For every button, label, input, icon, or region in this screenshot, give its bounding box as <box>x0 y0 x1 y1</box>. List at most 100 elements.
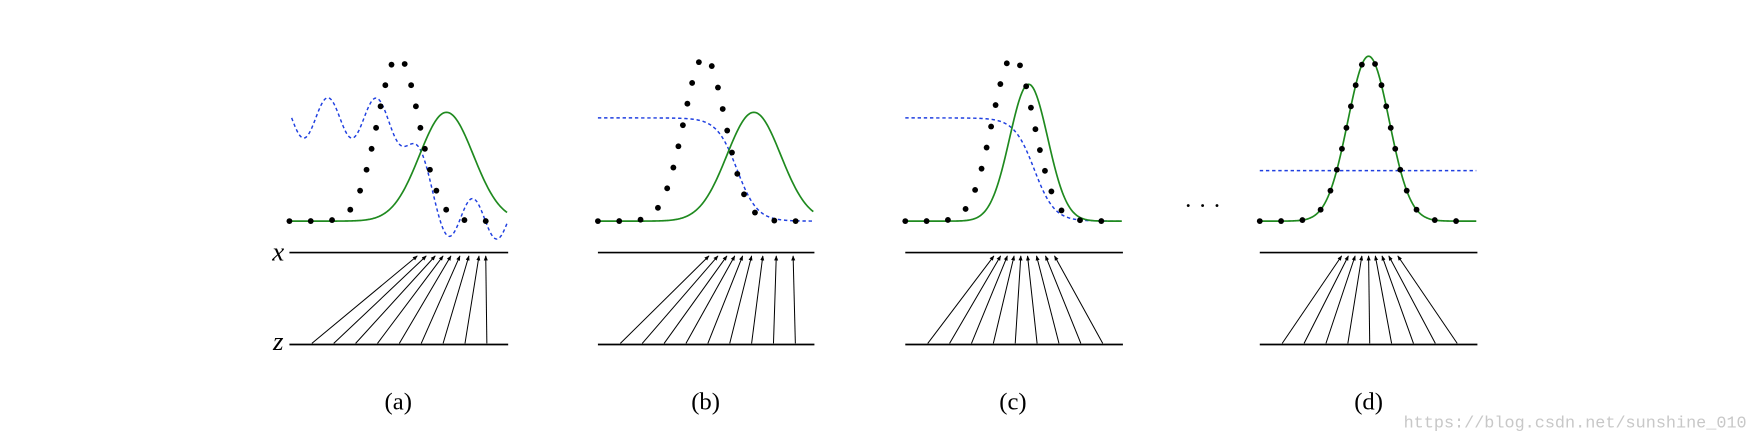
data-dot <box>347 206 354 213</box>
data-dot <box>417 124 424 131</box>
mapping-arrow <box>1014 255 1023 344</box>
z-label: z <box>272 326 284 356</box>
data-dot <box>637 216 644 223</box>
data-dot <box>792 218 799 225</box>
mapping-arrow <box>1381 255 1414 344</box>
data-dot <box>388 61 395 68</box>
data-dot <box>988 123 995 130</box>
generator-curve <box>905 83 1122 222</box>
mapping-arrow <box>772 255 779 344</box>
data-dot <box>1431 217 1438 224</box>
mapping-arrow <box>927 255 995 344</box>
data-dot <box>421 145 428 152</box>
generator-curve <box>1259 55 1477 222</box>
data-dot <box>675 143 682 150</box>
caption: (d) <box>1354 389 1383 416</box>
data-dot <box>962 206 969 212</box>
mapping-arrow <box>442 255 470 344</box>
mapping-arrow <box>751 255 765 344</box>
data-dot <box>1333 166 1340 173</box>
data-dot <box>1392 145 1399 152</box>
mapping-arrow <box>355 255 436 344</box>
data-dot <box>708 63 715 70</box>
data-dot <box>412 103 419 110</box>
mapping-arrow <box>311 255 418 344</box>
data-dot <box>1077 217 1083 224</box>
discriminator-curve <box>905 117 1122 222</box>
data-dot <box>670 164 677 171</box>
data-dot <box>741 191 747 198</box>
generator-curve <box>597 111 814 222</box>
data-dot <box>684 100 691 107</box>
data-dot <box>1003 60 1010 67</box>
mapping-arrow <box>992 255 1016 344</box>
caption: (c) <box>999 389 1026 416</box>
data-dot <box>1048 188 1055 195</box>
data-dot <box>1453 218 1460 225</box>
data-dot <box>401 61 408 67</box>
caption: (b) <box>691 389 720 416</box>
mapping-arrow <box>791 255 796 344</box>
data-dot <box>1352 82 1359 89</box>
data-dot <box>1387 124 1394 131</box>
data-dot <box>1256 218 1263 225</box>
mapping-arrow <box>1347 255 1364 344</box>
data-dot <box>724 127 731 134</box>
data-dot <box>1042 167 1048 174</box>
discriminator-curve <box>597 117 814 222</box>
mapping-arrow <box>377 255 444 344</box>
data-dot <box>329 217 335 224</box>
mapping-arrow <box>398 255 452 344</box>
data-dot <box>1098 218 1105 225</box>
data-dot <box>1358 61 1365 68</box>
data-dot <box>664 185 671 192</box>
data-dot <box>734 170 741 177</box>
data-dot <box>1017 62 1023 69</box>
mapping-arrow <box>971 255 1008 344</box>
mapping-arrow <box>707 255 744 344</box>
mapping-arrow <box>333 255 427 344</box>
data-dot <box>752 209 758 216</box>
data-dot <box>945 216 951 223</box>
data-dot <box>433 187 440 194</box>
data-dot <box>286 218 293 225</box>
data-dot <box>1383 103 1390 110</box>
data-dot <box>382 82 389 89</box>
data-dot <box>1378 82 1385 89</box>
data-dot <box>1327 187 1334 194</box>
data-dot <box>1348 103 1354 110</box>
mapping-arrow <box>1054 255 1104 344</box>
data-dot <box>923 218 930 225</box>
data-dot <box>408 82 415 89</box>
data-dot <box>1372 61 1378 67</box>
data-dot <box>373 124 379 131</box>
data-dot <box>978 165 985 172</box>
x-label: x <box>271 236 284 266</box>
mapping-arrow <box>949 255 1002 344</box>
mapping-arrow <box>1325 255 1356 344</box>
data-dot <box>983 144 990 151</box>
data-dot <box>695 59 702 66</box>
data-dot <box>1339 145 1345 152</box>
mapping-arrow <box>1026 255 1038 344</box>
data-dot <box>997 81 1004 87</box>
data-dot <box>902 218 909 225</box>
mapping-arrow <box>464 255 481 344</box>
mapping-arrow <box>641 255 719 344</box>
discriminator-curve <box>290 96 508 240</box>
mapping-arrow <box>483 255 488 344</box>
mapping-arrow <box>1045 255 1082 344</box>
mapping-arrow <box>420 255 461 344</box>
data-dot <box>1299 217 1306 224</box>
panels <box>286 55 1478 346</box>
mapping-arrow <box>619 255 710 344</box>
data-dot <box>482 218 489 225</box>
data-dot <box>1036 147 1043 153</box>
data-dot <box>443 206 450 213</box>
mapping-arrow <box>663 255 728 344</box>
data-dot <box>715 84 721 91</box>
mapping-arrow <box>1281 255 1343 344</box>
data-dot <box>1413 206 1420 213</box>
